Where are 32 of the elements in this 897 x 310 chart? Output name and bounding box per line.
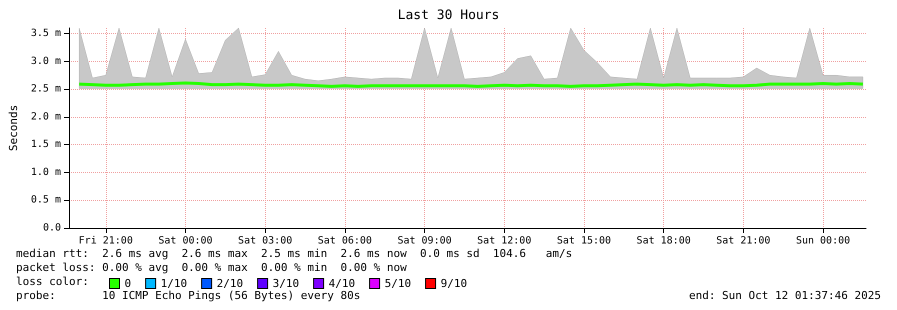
x-tick-label: Sat 09:00 (397, 236, 452, 246)
x-tick-label: Sat 03:00 (238, 236, 292, 246)
x-tick-label: Fri 21:00 (78, 236, 133, 246)
legend-label: 2/10 (216, 277, 244, 290)
y-tick-label: 2.0 m (30, 111, 61, 122)
x-tick-label: Sat 18:00 (636, 236, 691, 246)
x-tick-label: Sat 15:00 (556, 236, 612, 246)
y-tick-label: 0.5 m (30, 194, 61, 206)
text: end: Sun Oct 12 01:37:46 2025 (688, 289, 882, 302)
x-tick-label: Sun 00:00 (796, 236, 850, 246)
legend-label: 4/10 (328, 277, 356, 290)
y-tick-label: 3.0 m (30, 56, 61, 67)
y-tick-label: 1.0 m (30, 166, 61, 178)
y-axis-title: Seconds (7, 104, 20, 152)
x-tick-label: Sat 06:00 (318, 236, 372, 246)
legend-label: 9/10 (440, 277, 468, 290)
legend-label: 3/10 (272, 277, 300, 290)
chart-title: Last 30 Hours (398, 8, 500, 23)
x-tick-label: Sat 12:00 (477, 236, 532, 246)
y-tick-label: 1.5 m (30, 139, 61, 150)
legend-title: loss color: (16, 275, 89, 288)
y-tick-label: 3.5 m (30, 28, 61, 40)
text: probe: 10 ICMP Echo Pings (56 Bytes) every 80s (16, 289, 360, 302)
y-tick-label: 2.5 m (30, 84, 61, 95)
text: packet loss: 0.00 % avg 0.00 % max 0.00 % min 0.00 % now (16, 261, 408, 274)
y-tick-label: 0.0 (42, 222, 61, 234)
x-tick-label: Sat 00:00 (158, 236, 213, 246)
legend-label: 0 (124, 277, 132, 290)
text: median rtt: 2.6 ms avg 2.6 ms max 2.5 ms min 2.6 ms now 0.0 ms sd 104.6 am/s (16, 247, 572, 260)
x-tick-label: Sat 21:00 (716, 236, 770, 246)
legend-label: 5/10 (384, 277, 412, 290)
legend-label: 1/10 (160, 277, 188, 290)
